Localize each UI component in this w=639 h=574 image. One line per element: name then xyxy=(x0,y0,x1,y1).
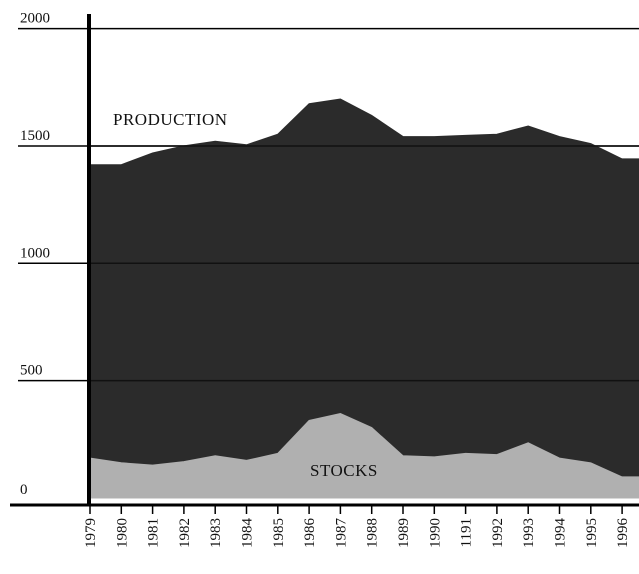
area-production xyxy=(89,98,639,499)
x-tick-label-1979: 1979 xyxy=(83,518,99,548)
y-tick-label-500: 500 xyxy=(20,363,43,379)
x-tick-label-1993: 1993 xyxy=(521,518,537,548)
y-tick-label-0: 0 xyxy=(20,482,28,498)
x-tick-label-1992: 1992 xyxy=(490,518,506,548)
y-tick-label-1500: 1500 xyxy=(20,128,50,144)
x-tick-label-1994: 1994 xyxy=(553,518,569,549)
axes xyxy=(10,14,639,514)
series-label-production: PRODUCTION xyxy=(113,110,228,129)
x-tick-label-1990: 1990 xyxy=(427,518,443,548)
x-tick-label-1988: 1988 xyxy=(365,518,381,548)
x-tick-label-1980: 1980 xyxy=(114,518,130,548)
x-tick-label-1986: 1986 xyxy=(302,518,318,549)
x-tick-label-1982: 1982 xyxy=(177,518,193,548)
labels: 0 500 1000 1500 2000 1979 1980 1981 1982 1983 1984… xyxy=(20,11,631,548)
x-tick-label-1981: 1981 xyxy=(146,518,162,548)
x-tick-label-1995: 1995 xyxy=(584,518,600,548)
x-tick-label-1984: 1984 xyxy=(240,518,256,549)
x-tick-label-1983: 1983 xyxy=(208,518,224,548)
series-label-stocks: STOCKS xyxy=(310,461,378,480)
area-stocks xyxy=(89,412,639,499)
x-tick-label-1191: 1191 xyxy=(459,518,475,547)
x-tick-label-1985: 1985 xyxy=(271,518,287,548)
y-tick-label-1000: 1000 xyxy=(20,245,50,261)
x-tick-label-1989: 1989 xyxy=(396,518,412,548)
x-tick-label-1996: 1996 xyxy=(615,518,631,549)
y-tick-label-2000: 2000 xyxy=(20,11,50,27)
x-tick-label-1987: 1987 xyxy=(333,518,349,549)
plot-areas xyxy=(89,98,639,499)
